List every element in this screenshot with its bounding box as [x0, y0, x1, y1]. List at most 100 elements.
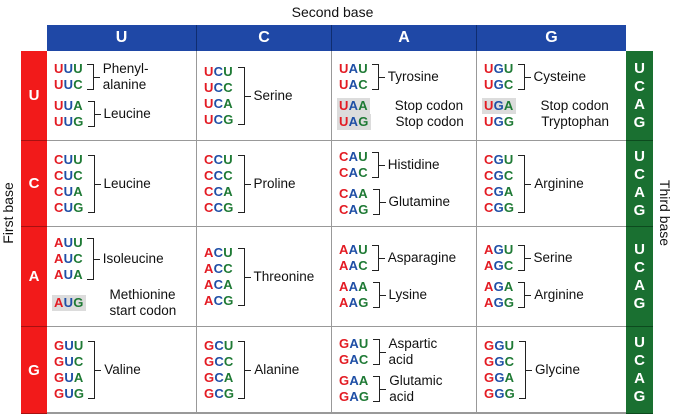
amino-acid-label: Serine: [253, 87, 293, 103]
codon-agu: AGU: [484, 242, 514, 257]
amino-acid-label: Aspartic acid: [388, 335, 438, 367]
bracket-icon: [86, 237, 100, 280]
codon-acc: ACC: [204, 260, 233, 276]
codon-uac: UAC: [339, 77, 368, 92]
amino-acid-label: Glutamine: [388, 194, 451, 209]
amino-acid-label: Valine: [104, 362, 141, 377]
codon-acg: ACG: [204, 292, 234, 308]
codon-caa: CAA: [339, 186, 368, 201]
codon-gag: GAG: [339, 388, 370, 404]
codon-list: UCU UCC UCA UCG: [204, 64, 236, 128]
codon-group: AAU AAC Asparagine: [339, 242, 476, 274]
codon-cau: CAU: [339, 149, 368, 164]
codon-aag: AAG: [339, 295, 369, 310]
codon-aga: AGA: [484, 279, 514, 294]
codon-cgg: CGG: [484, 199, 515, 215]
codon-group: CCU CCC CCA CCG Proline: [204, 152, 331, 216]
codon-cell-ag: AGU AGC Serine AGA AGG Arginine: [477, 227, 626, 327]
codon-group: GAU GAC Aspartic acid: [339, 336, 476, 368]
second-base-a: A: [332, 25, 477, 51]
codon-aac: AAC: [339, 258, 368, 273]
bracket-icon: [372, 189, 386, 215]
bracket-icon: [237, 247, 251, 306]
codon-guu: GUU: [54, 338, 84, 353]
third-base-g: G: [633, 294, 646, 312]
codon-gca: GCA: [204, 370, 234, 385]
codon-aug: AUG: [52, 294, 86, 311]
codon-cell-ua: UAU UAC Tyrosine UAA Stop codon UAG Stop codon: [332, 51, 477, 141]
codon-group: UAG Stop codon: [337, 114, 476, 130]
codon-cell-gu: GUU GUC GUA GUG Valine: [47, 327, 197, 414]
bracket-icon: [88, 341, 102, 399]
codon-group: GUU GUC GUA GUG Valine: [54, 338, 196, 402]
bracket-icon: [517, 64, 531, 90]
codon-list: ACU ACC ACA ACG: [204, 245, 236, 309]
codon-group: AUU AUC AUA Isoleucine: [54, 235, 196, 283]
codon-list: UAG: [337, 114, 371, 130]
codon-acu: ACU: [204, 244, 233, 260]
amino-acid-label: Asparagine: [387, 250, 457, 265]
bracket-icon: [517, 245, 531, 271]
amino-acid-label: Isoleucine: [102, 250, 164, 266]
codon-cell-gg: GGU GGC GGA GGG Glycine: [477, 327, 626, 414]
codon-ucc: UCC: [204, 79, 233, 95]
codon-aua: AUA: [54, 266, 83, 282]
third-base-c: C: [634, 77, 645, 95]
bracket-icon: [372, 338, 386, 365]
amino-acid-label: Tryptophan: [541, 114, 610, 129]
codon-list: UGA: [482, 98, 516, 114]
codon-auc: AUC: [54, 250, 83, 266]
codon-cell-cc: CCU CCC CCA CCG Proline: [197, 141, 332, 227]
codon-cell-cu: CUU CUC CUA CUG Leucine: [47, 141, 197, 227]
codon-gcc: GCC: [204, 354, 234, 369]
codon-group: CAU CAC Histidine: [339, 149, 476, 181]
codon-uaa: UAA: [337, 98, 370, 114]
bracket-icon: [371, 152, 385, 178]
codon-group: UAU UAC Tyrosine: [339, 61, 476, 93]
second-base-u: U: [47, 25, 197, 51]
codon-cuc: CUC: [54, 167, 83, 183]
codon-cgc: CGC: [484, 167, 514, 183]
codon-group: UAA Stop codon: [337, 98, 476, 114]
codon-aau: AAU: [339, 242, 368, 257]
codon-group: AUG Methionine start codon: [52, 287, 196, 319]
codon-cell-cg: CGU CGC CGA CGG Arginine: [477, 141, 626, 227]
codon-cell-aa: AAU AAC Asparagine AAA AAG Lysine: [332, 227, 477, 327]
codon-ugu: UGU: [484, 61, 514, 76]
codon-cgu: CGU: [484, 151, 514, 167]
codon-ucg: UCG: [204, 111, 234, 127]
first-base-u: U: [21, 51, 47, 141]
codon-uua: UUA: [54, 98, 83, 113]
second-base-label: Second base: [291, 4, 374, 20]
amino-acid-label: Stop codon: [395, 114, 464, 129]
codon-gga: GGA: [484, 370, 515, 385]
codon-gua: GUA: [54, 370, 84, 385]
codon-group: AGA AGG Arginine: [484, 279, 626, 311]
codon-group: AAA AAG Lysine: [339, 279, 476, 311]
third-base-g: G: [633, 388, 646, 405]
codon-group: UGA Stop codon: [482, 98, 626, 114]
codon-ggg: GGG: [484, 386, 515, 401]
bracket-icon: [371, 64, 385, 90]
amino-acid-label: Stop codon: [540, 98, 609, 113]
codon-gcg: GCG: [204, 386, 235, 401]
codon-uuc: UUC: [54, 77, 83, 92]
third-base-u: U: [634, 147, 645, 165]
codon-group: GAA GAG Glutamic acid: [339, 373, 476, 405]
codon-cga: CGA: [484, 183, 514, 199]
bracket-icon: [237, 154, 251, 213]
codon-cca: CCA: [204, 183, 233, 199]
bracket-icon: [86, 64, 100, 90]
codon-group: UUU UUC Phenyl- alanine: [54, 61, 196, 93]
codon-list: AGA AGG: [484, 279, 516, 311]
amino-acid-label: Lysine: [388, 287, 428, 302]
codon-list: UGG: [484, 114, 516, 130]
codon-group: UUA UUG Leucine: [54, 98, 196, 130]
bracket-icon: [372, 282, 386, 308]
codon-uug: UUG: [54, 114, 84, 129]
codon-cell-uu: UUU UUC Phenyl- alanine UUA UUG Leucine: [47, 51, 197, 141]
